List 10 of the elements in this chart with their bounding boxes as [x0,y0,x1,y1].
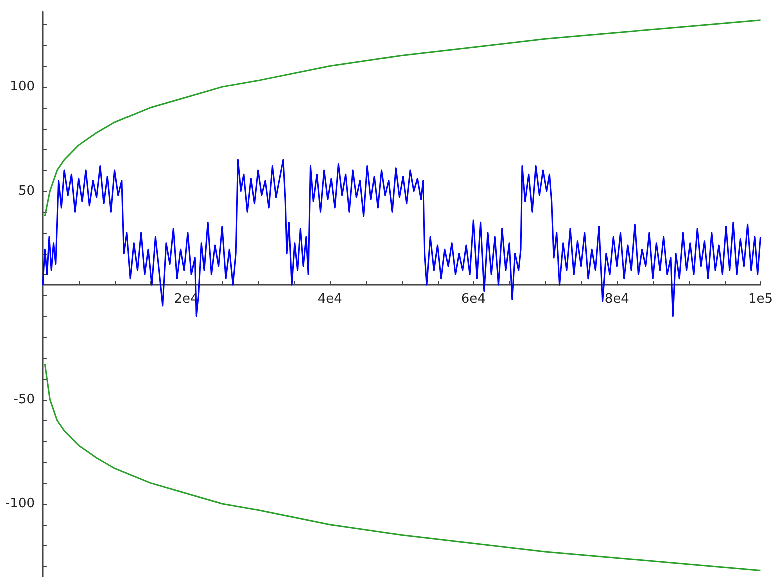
y-tick-label: -100 [5,496,35,512]
y-tick-label: 50 [18,184,35,199]
y-tick-label: -50 [14,392,35,408]
x-tick-label: 4e4 [318,292,342,308]
y-tick-label: 100 [10,80,35,95]
line-series [44,20,762,218]
line-series [44,364,762,572]
x-tick-label: 8e4 [604,292,630,308]
x-tick-label: 6e4 [461,292,486,308]
x-tick-label: 1e5 [748,292,774,308]
